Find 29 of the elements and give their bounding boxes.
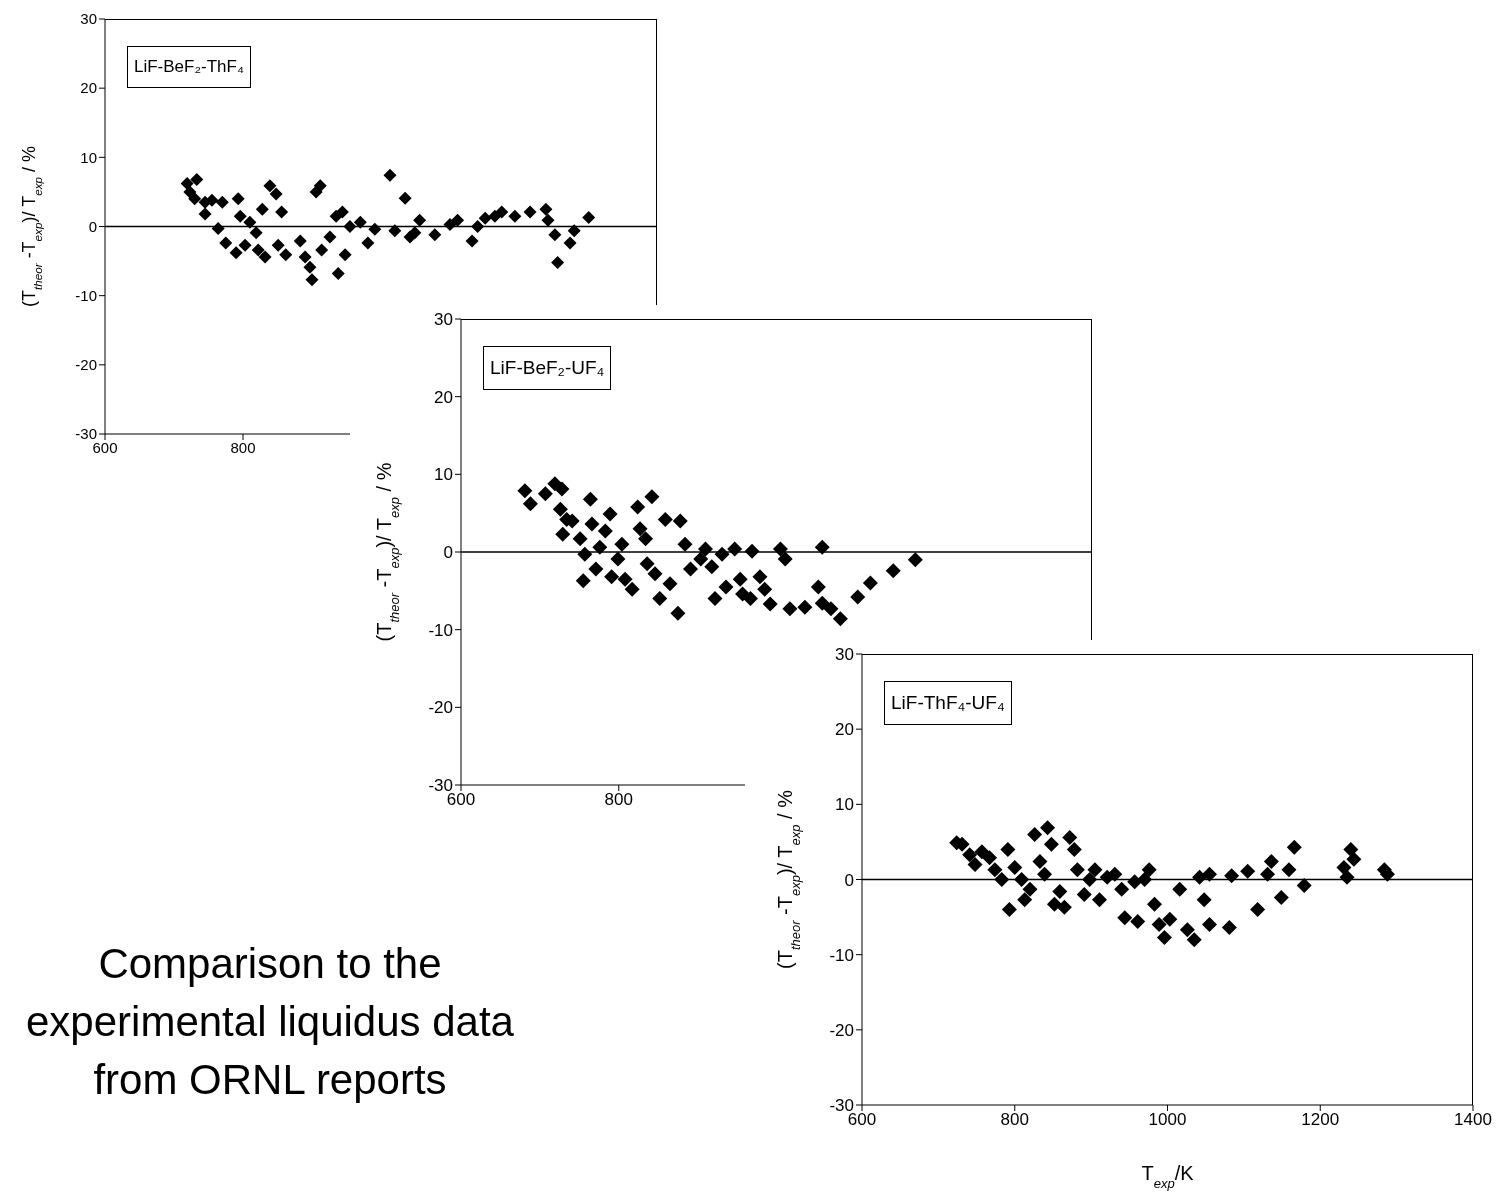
y-tick-label: 10 <box>80 148 97 166</box>
x-tick-label: 800 <box>604 790 633 810</box>
y-tick-label: 0 <box>844 870 854 890</box>
y-tick-label: 20 <box>835 720 854 740</box>
y-tick-label: 30 <box>434 310 453 330</box>
y-tick-label: -20 <box>829 1020 854 1040</box>
y-tick-label: 30 <box>80 10 97 28</box>
y-tick-label: 0 <box>443 543 453 563</box>
y-tick-label: 0 <box>88 217 97 235</box>
y-tick-label: 10 <box>434 465 453 485</box>
y-tick-label: 20 <box>434 387 453 407</box>
y-tick-label: -20 <box>75 356 97 374</box>
y-tick-label: -10 <box>428 620 453 640</box>
x-axis-title: T$_{exp}$/K <box>1141 1162 1195 1191</box>
y-tick-label: -10 <box>829 945 854 965</box>
text: LiF-BeF₂-ThF₄ <box>127 46 251 88</box>
y-tick-label: 20 <box>80 79 97 97</box>
text: LiF-BeF₂-UF₄ <box>483 346 612 390</box>
x-tick-label: 800 <box>230 438 256 456</box>
y-tick-label: -20 <box>428 698 453 718</box>
y-tick-label: 30 <box>835 645 854 665</box>
x-tick-label: 1200 <box>1301 1110 1340 1130</box>
x-tick-label: 1400 <box>1454 1110 1492 1130</box>
text: Comparison to the experimental liquidus data from ORNL reports <box>25 939 515 1105</box>
y-tick-label: -10 <box>75 286 97 304</box>
y-tick-label: 10 <box>835 795 854 815</box>
text: LiF-ThF₄-UF₄ <box>884 681 1012 725</box>
x-tick-label: 800 <box>1000 1110 1029 1130</box>
x-tick-label: 1000 <box>1148 1110 1187 1130</box>
